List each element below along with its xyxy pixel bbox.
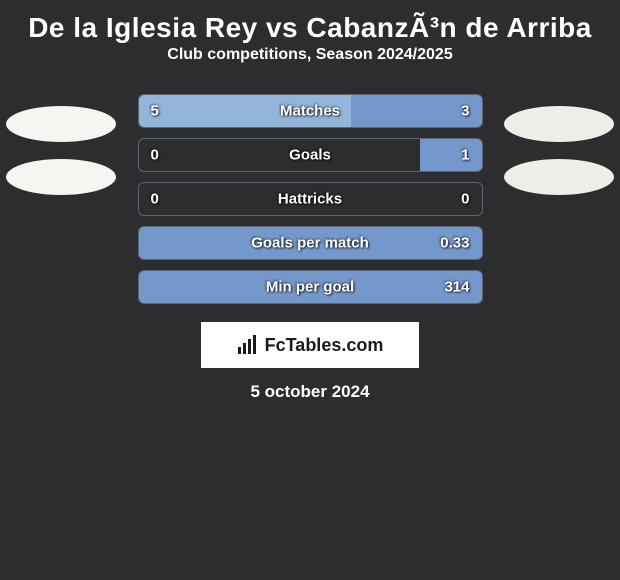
stat-label: Goals — [289, 147, 331, 164]
stat-label: Hattricks — [278, 191, 342, 208]
right-crest-1 — [504, 106, 614, 142]
fctables-logo: FcTables.com — [201, 322, 419, 368]
stat-bar: Min per goal 314 — [138, 270, 483, 304]
stat-value-right: 3 — [461, 103, 469, 120]
comparison-content: 5 Matches 3 0 Goals 1 0 Hattricks 0 Goals per mat… — [0, 94, 620, 304]
page-title: De la Iglesia Rey vs CabanzÃ³n de Arriba — [0, 0, 620, 46]
stat-bar: 0 Hattricks 0 — [138, 182, 483, 216]
left-crest-2 — [6, 159, 116, 195]
stat-label: Min per goal — [266, 279, 354, 296]
stat-bar: Goals per match 0.33 — [138, 226, 483, 260]
bar-chart-icon — [237, 335, 259, 355]
stat-value-left: 0 — [151, 147, 159, 164]
stat-value-right: 0 — [461, 191, 469, 208]
page-subtitle: Club competitions, Season 2024/2025 — [0, 46, 620, 82]
stat-label: Matches — [280, 103, 340, 120]
footer-date: 5 october 2024 — [0, 376, 620, 402]
stat-bar: 5 Matches 3 — [138, 94, 483, 128]
stat-value-right: 0.33 — [440, 235, 469, 252]
stat-value-right: 314 — [444, 279, 469, 296]
stat-bar-fill-right — [420, 139, 482, 171]
stat-value-left: 0 — [151, 191, 159, 208]
right-crest-2 — [504, 159, 614, 195]
logo-text: FcTables.com — [265, 335, 384, 356]
stat-label: Goals per match — [251, 235, 369, 252]
stat-value-left: 5 — [151, 103, 159, 120]
stat-bar: 0 Goals 1 — [138, 138, 483, 172]
left-crest-1 — [6, 106, 116, 142]
stat-value-right: 1 — [461, 147, 469, 164]
